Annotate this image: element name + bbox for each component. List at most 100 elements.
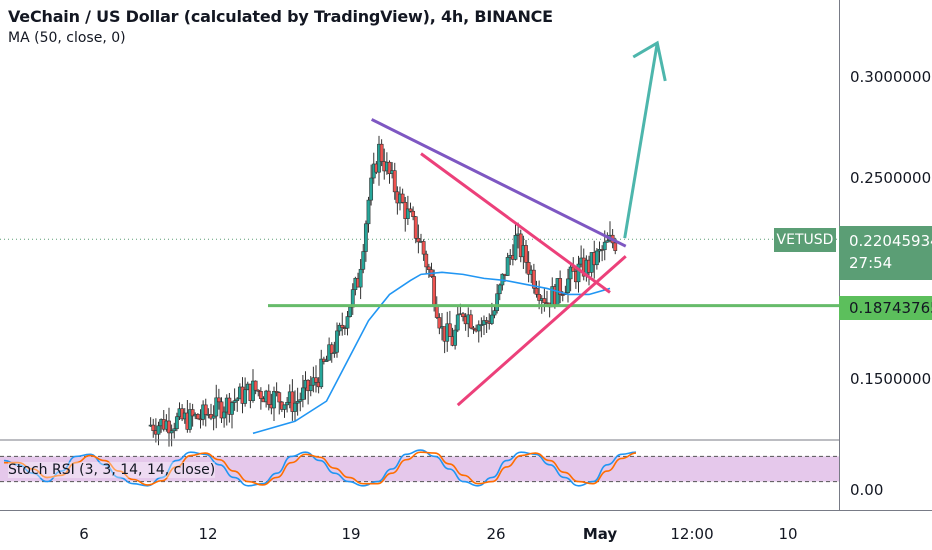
candle-down [266,390,271,405]
current-price-value: 0.22045934 [849,232,932,250]
time-tick: 19 [341,525,361,543]
candle-down [340,324,345,328]
candle-up [300,387,305,400]
candle-down [447,323,452,337]
candle-down [484,320,489,323]
price-tick: 0.30000000 [850,68,932,86]
breakout-arrow [623,42,659,239]
candle-up [232,400,237,403]
candle-down [392,170,397,193]
candle-up [295,401,300,404]
time-tick: 10 [778,525,798,543]
candle-up [308,384,313,392]
candle-up [332,351,337,354]
time-axis[interactable]: 6 12 19 26 May 12:00 10 [0,510,932,550]
candle-down [379,143,384,162]
candle-down [290,391,295,412]
candle-down [471,327,476,330]
candle-down [253,380,258,391]
stoch-rsi-label[interactable]: Stoch RSI (3, 3, 14, 14, close) [8,462,216,478]
candle-down [560,294,565,296]
main-chart-area[interactable] [0,0,839,510]
candle-up [513,235,518,260]
candle-up [172,428,177,432]
candle-up [211,415,216,419]
candle-down [558,278,563,295]
candle-down [408,208,413,212]
candle-down [411,210,416,218]
candle-down [537,294,542,301]
candle-up [298,399,303,402]
candle-down [387,161,392,175]
candle-up [358,268,363,288]
rsi-tick: 0.00 [850,481,884,499]
candle-down [219,401,224,419]
wedge-upper-line [420,152,611,294]
candle-up [337,324,342,332]
candle-up [214,397,219,417]
candle-up [455,314,460,331]
candle-down [151,424,156,431]
candle-up [235,398,240,401]
ma-indicator-label[interactable]: MA (50, close, 0) [8,30,126,46]
candle-up [505,257,510,276]
stoch-rsi-d-line [4,451,637,486]
ma-line [252,271,611,435]
candle-up [576,263,581,283]
candle-up [345,316,350,329]
resistance-trendline [370,118,627,248]
candle-down [258,391,263,399]
candle-up [479,324,484,326]
candle-up [566,278,570,294]
candle-up [361,251,366,270]
time-tick: 6 [79,525,89,543]
time-tick: 12 [198,525,218,543]
candle-up [489,314,494,324]
candle-down [314,377,318,383]
candle-up [497,284,502,295]
candle-up [568,266,573,280]
candle-down [437,317,442,329]
candle-up [169,430,174,434]
candle-up [272,391,276,409]
symbol-badge: VETUSD [774,228,836,252]
candle-down [167,420,171,434]
current-price-badge: 0.22045934 27:54 [839,226,932,280]
support-level-badge: 0.18743765 [839,296,932,320]
wedge-lower-line [456,255,627,407]
candle-down [531,269,536,289]
candle-down [424,253,429,268]
candle-down [426,266,431,270]
candle-down [468,314,473,329]
candle-down [461,313,465,318]
candle-up [282,404,287,410]
candle-down [256,389,261,392]
symbol-title[interactable]: VeChain / US Dollar (calculated by Tradi… [8,7,553,26]
candle-up [188,409,192,430]
candle-down [421,241,426,255]
candle-up [405,208,410,219]
candle-down [277,392,282,403]
candle-up [476,324,481,332]
candle-down [216,397,221,403]
chart-canvas[interactable] [0,0,839,510]
price-tick: 0.25000000 [850,169,932,187]
candle-up [174,416,179,430]
candle-up [285,402,290,406]
candle-up [324,359,329,362]
candle-down [613,242,618,251]
chart-legend: VeChain / US Dollar (calculated by Tradi… [8,6,553,48]
candle-up [369,177,374,201]
candle-up [495,293,500,311]
candle-up [594,250,599,266]
candle-up [319,358,324,388]
candle-down [542,298,547,304]
candle-up [348,306,353,317]
time-tick: 12:00 [670,525,714,543]
candle-up [366,199,371,225]
candle-up [156,425,161,435]
stoch-rsi-band [0,456,839,482]
candle-up [222,411,227,419]
price-tick: 0.15000000 [850,370,932,388]
candle-down [524,245,528,263]
